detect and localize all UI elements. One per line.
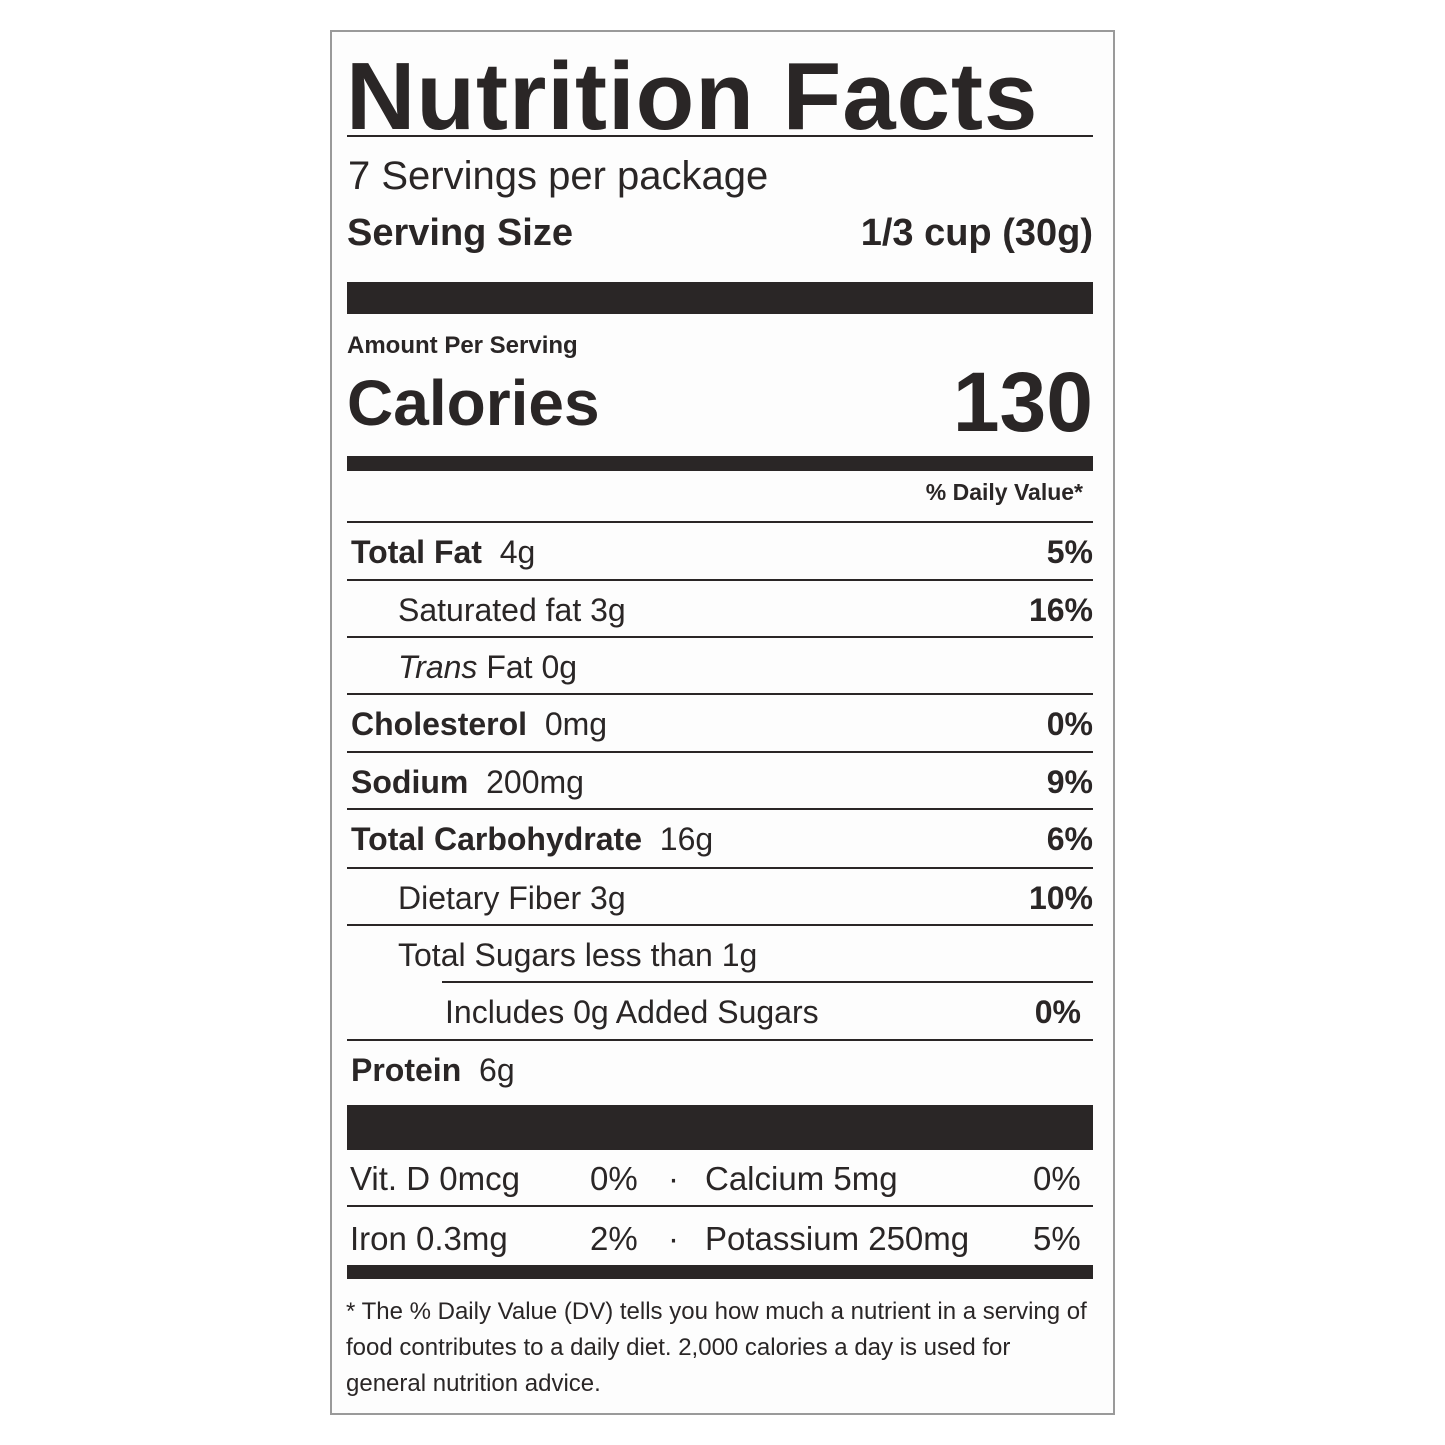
label-title: Nutrition Facts bbox=[346, 43, 1039, 150]
nutrient-daily-value: 0% bbox=[1046, 706, 1093, 742]
servings-per-package: 7 Servings per package bbox=[348, 154, 769, 198]
nutrient-row: Sodium 200mg 9% bbox=[347, 764, 1093, 801]
nutrient-daily-value: 9% bbox=[1046, 764, 1093, 800]
nutrient-daily-value: 5% bbox=[1046, 534, 1093, 570]
nutrient-label: Protein 6g bbox=[347, 1052, 515, 1089]
nutrient-row: Saturated fat 3g 16% bbox=[347, 592, 1093, 629]
nutrition-facts-panel: Nutrition Facts 7 Servings per package S… bbox=[330, 30, 1115, 1415]
calories-label: Calories bbox=[347, 366, 600, 439]
vitamin-left-dv: 2% bbox=[590, 1220, 638, 1257]
nutrient-row: Includes 0g Added Sugars 0% bbox=[347, 994, 1093, 1031]
nutrient-row: Trans Fat 0g bbox=[347, 649, 1093, 686]
nutrient-label: Total Sugars less than 1g bbox=[347, 937, 757, 974]
nutrient-name: Total Sugars bbox=[398, 937, 576, 973]
nutrient-amount: 0g Added Sugars bbox=[573, 994, 819, 1030]
vitamin-right: Potassium 250mg bbox=[705, 1220, 970, 1257]
row-divider bbox=[347, 808, 1093, 810]
nutrient-row: Dietary Fiber 3g 10% bbox=[347, 880, 1093, 917]
footnote: * The % Daily Value (DV) tells you how m… bbox=[346, 1298, 1087, 1397]
nutrient-label: Includes 0g Added Sugars bbox=[347, 994, 819, 1031]
row-divider bbox=[347, 521, 1093, 523]
nutrient-amount: 3g bbox=[590, 592, 626, 628]
daily-value-header: % Daily Value* bbox=[925, 479, 1083, 505]
divider bbox=[347, 135, 1093, 137]
nutrient-row: Protein 6g bbox=[347, 1052, 1093, 1089]
nutrient-amount: less than 1g bbox=[584, 937, 758, 973]
vitamin-right-dv: 0% bbox=[1033, 1160, 1081, 1197]
row-divider bbox=[347, 1039, 1093, 1041]
vitamin-left-dv: 0% bbox=[590, 1160, 638, 1197]
nutrient-daily-value: 10% bbox=[1028, 880, 1093, 916]
serving-size-value: 1/3 cup (30g) bbox=[860, 212, 1093, 254]
vitamin-right: Calcium 5mg bbox=[705, 1160, 898, 1197]
nutrient-name: Trans bbox=[398, 649, 478, 685]
nutrient-name: Saturated fat bbox=[398, 592, 582, 628]
medium-divider bbox=[347, 456, 1093, 471]
nutrient-label: Sodium 200mg bbox=[347, 764, 584, 801]
row-divider bbox=[347, 867, 1093, 869]
thick-divider bbox=[347, 282, 1093, 314]
nutrient-label: Total Carbohydrate 16g bbox=[347, 821, 713, 858]
nutrient-amount: 16g bbox=[659, 821, 714, 857]
calories-value: 130 bbox=[952, 355, 1093, 449]
nutrient-name-suffix: Fat bbox=[486, 649, 533, 685]
nutrient-name: Cholesterol bbox=[351, 706, 528, 742]
nutrient-amount: 200mg bbox=[486, 764, 584, 800]
nutrient-label: Cholesterol 0mg bbox=[347, 706, 607, 743]
nutrient-amount: 3g bbox=[590, 880, 626, 916]
amount-per-serving: Amount Per Serving bbox=[347, 332, 578, 359]
row-divider bbox=[347, 579, 1093, 581]
nutrient-amount: 0mg bbox=[544, 706, 608, 742]
nutrient-label: Saturated fat 3g bbox=[347, 592, 626, 629]
nutrient-amount: 4g bbox=[499, 534, 536, 570]
nutrient-row: Cholesterol 0mg 0% bbox=[347, 706, 1093, 743]
nutrient-name: Protein bbox=[351, 1052, 462, 1088]
vitamin-left: Iron 0.3mg bbox=[350, 1220, 508, 1257]
vitamin-right-dv: 5% bbox=[1033, 1220, 1081, 1257]
nutrient-amount: 0g bbox=[541, 649, 578, 685]
row-divider bbox=[347, 924, 1093, 926]
nutrient-name: Sodium bbox=[351, 764, 469, 800]
divider bbox=[347, 1205, 1093, 1207]
row-divider bbox=[347, 636, 1093, 638]
nutrient-row: Total Carbohydrate 16g 6% bbox=[347, 821, 1093, 858]
nutrient-label: Trans Fat 0g bbox=[347, 649, 577, 686]
row-divider bbox=[347, 693, 1093, 695]
vitamin-sep: · bbox=[668, 1160, 679, 1197]
nutrient-row: Total Fat 4g 5% bbox=[347, 534, 1093, 571]
nutrient-name: Total Fat bbox=[351, 534, 482, 570]
nutrient-amount: 6g bbox=[479, 1052, 515, 1088]
nutrient-daily-value: 0% bbox=[1034, 994, 1081, 1030]
vitamin-sep: · bbox=[668, 1220, 679, 1257]
nutrient-name: Total Carbohydrate bbox=[351, 821, 642, 857]
serving-size-row: Serving Size 1/3 cup (30g) bbox=[347, 212, 1093, 255]
calories-row: Calories 130 bbox=[347, 354, 1093, 451]
medium-divider bbox=[347, 1265, 1093, 1279]
nutrient-daily-value: 16% bbox=[1028, 592, 1093, 628]
vitamin-left: Vit. D 0mcg bbox=[350, 1160, 520, 1197]
nutrient-daily-value: 6% bbox=[1046, 821, 1093, 857]
nutrient-label: Total Fat 4g bbox=[347, 534, 535, 571]
nutrient-row: Total Sugars less than 1g bbox=[347, 937, 1093, 974]
nutrient-name: Includes bbox=[445, 994, 565, 1030]
row-divider bbox=[442, 981, 1093, 983]
row-divider bbox=[347, 751, 1093, 753]
thick-divider bbox=[347, 1105, 1093, 1150]
nutrient-name: Dietary Fiber bbox=[398, 880, 582, 916]
serving-size-label: Serving Size bbox=[347, 212, 573, 254]
nutrient-label: Dietary Fiber 3g bbox=[347, 880, 626, 917]
